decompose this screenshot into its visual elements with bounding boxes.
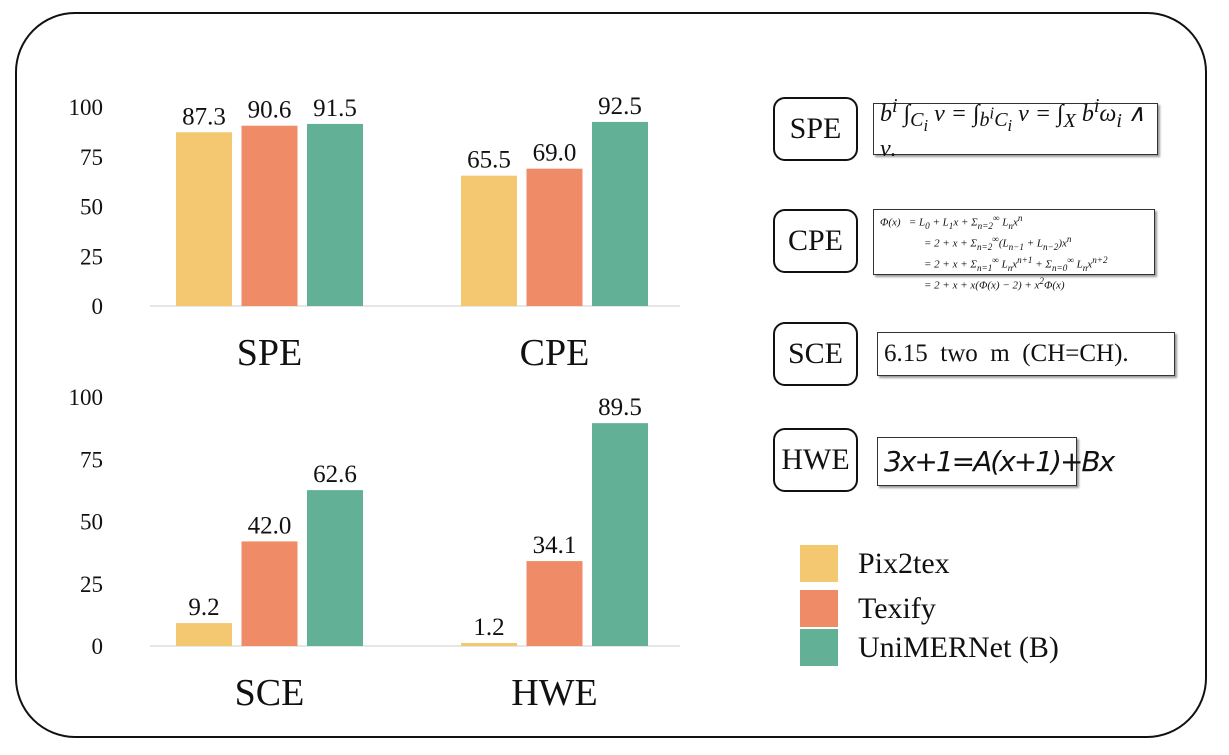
bar-cpe-pix2tex: [461, 175, 517, 306]
legend-item-pix2tex: Pix2tex: [800, 545, 950, 582]
data-label: 9.2: [188, 594, 219, 621]
y-tick-label: 50: [80, 510, 103, 535]
category-label: CPE: [520, 332, 590, 374]
bar-hwe-texify: [526, 561, 583, 646]
data-label: 69.0: [533, 140, 577, 167]
legend-label: Pix2tex: [858, 546, 950, 580]
data-label: 42.0: [248, 512, 292, 539]
legend-swatch: [800, 629, 838, 666]
bar-hwe-pix2tex: [461, 643, 517, 646]
formula-sce: 6.15 two m (CH=CH).: [877, 332, 1175, 376]
tag-sce: SCE: [773, 322, 858, 386]
bar-spe-texify: [241, 125, 298, 307]
data-label: 1.2: [473, 614, 504, 641]
legend-swatch: [800, 545, 838, 582]
data-label: 62.6: [313, 461, 357, 488]
formula-cpe: Φ(x) = L0 + L1x + Σn=2∞ Lnxn = 2 + x + Σ…: [873, 209, 1155, 291]
category-label: HWE: [511, 672, 598, 714]
y-tick-label: 0: [92, 634, 104, 659]
y-tick-label: 25: [80, 244, 103, 269]
bar-sce-unimernet-b-: [307, 490, 363, 646]
bar-sce-texify: [241, 541, 298, 646]
y-tick-label: 100: [69, 95, 104, 120]
category-label: SCE: [235, 672, 305, 714]
tag-hwe: HWE: [773, 428, 858, 492]
bar-cpe-unimernet-b-: [592, 121, 648, 306]
y-tick-label: 75: [80, 145, 103, 170]
data-label: 34.1: [533, 532, 577, 559]
y-tick-label: 50: [80, 195, 103, 220]
y-tick-label: 75: [80, 447, 103, 472]
bar-spe-pix2tex: [176, 132, 232, 306]
data-label: 90.6: [248, 97, 292, 124]
y-tick-label: 100: [69, 385, 104, 410]
legend-item-unimernet: UniMERNet (B): [800, 629, 1059, 666]
bar-hwe-unimernet-b-: [592, 423, 648, 646]
bar-sce-pix2tex: [176, 623, 232, 646]
bar-cpe-texify: [526, 168, 583, 306]
formula-hwe: 3x+1=A(x+1)+Bx: [877, 437, 1115, 486]
tag-spe: SPE: [773, 97, 858, 161]
data-label: 65.5: [467, 147, 511, 174]
tag-cpe: CPE: [773, 209, 858, 273]
legend-label: Texify: [858, 591, 936, 625]
legend-label: UniMERNet (B): [858, 630, 1059, 664]
data-label: 91.5: [313, 95, 357, 122]
figure-frame: [15, 12, 1207, 738]
data-label: 87.3: [182, 103, 226, 130]
category-label: SPE: [237, 332, 302, 374]
data-label: 89.5: [598, 394, 642, 421]
data-label: 92.5: [598, 93, 642, 120]
y-tick-label: 0: [92, 294, 104, 319]
formula-spe: bi ∫Ci ν = ∫biCi ν = ∫X biωi ∧ ν.: [873, 95, 1158, 162]
y-tick-label: 25: [80, 572, 103, 597]
legend-item-texify: Texify: [800, 590, 936, 627]
legend-swatch: [800, 590, 838, 627]
bar-spe-unimernet-b-: [307, 123, 363, 306]
